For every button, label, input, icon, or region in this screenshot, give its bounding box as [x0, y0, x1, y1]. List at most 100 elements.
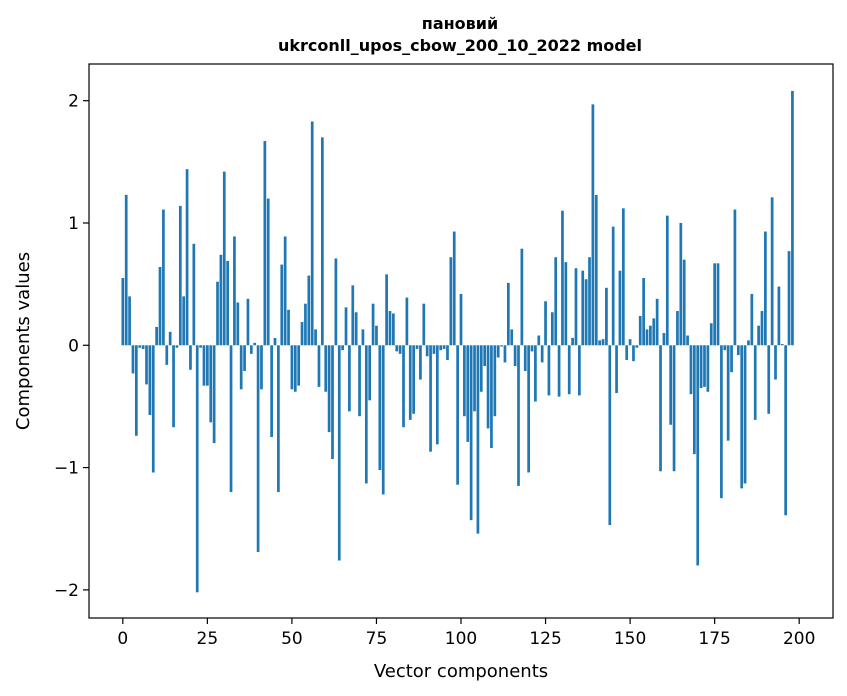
bar: [172, 345, 175, 428]
bar: [574, 268, 578, 346]
bar: [168, 331, 172, 346]
bar: [310, 121, 314, 346]
bar: [706, 345, 710, 392]
bar: [720, 345, 723, 499]
bar: [567, 345, 571, 395]
bar: [199, 345, 202, 348]
bar: [662, 333, 666, 346]
bar: [229, 345, 233, 493]
y-tick-label: −2: [54, 581, 79, 601]
bar: [128, 296, 131, 346]
bar: [178, 205, 182, 346]
bar: [540, 345, 544, 363]
bar: [523, 345, 527, 371]
bar: [408, 345, 412, 420]
bar: [348, 345, 351, 412]
bar: [300, 322, 304, 346]
bar: [770, 197, 774, 346]
bar: [777, 286, 781, 346]
bar: [392, 313, 395, 346]
bar: [459, 293, 463, 346]
bar: [699, 345, 703, 389]
bar: [256, 345, 260, 552]
bar: [419, 345, 422, 380]
bar: [496, 345, 500, 358]
bar: [435, 345, 439, 445]
bar: [263, 141, 267, 346]
bar: [334, 258, 338, 346]
bar: [787, 251, 791, 346]
bar: [293, 345, 297, 392]
x-tick-label: 200: [783, 629, 815, 649]
bar: [723, 345, 727, 351]
bar: [557, 345, 561, 397]
bar: [283, 236, 287, 346]
bar: [425, 345, 429, 357]
bar: [517, 345, 520, 486]
bar: [354, 312, 358, 346]
bar: [713, 263, 716, 346]
bar: [774, 345, 777, 380]
bar: [253, 342, 257, 346]
bar: [608, 345, 612, 526]
bar: [151, 345, 155, 473]
bar: [665, 215, 669, 346]
bar: [550, 312, 554, 346]
x-tick-label: 0: [117, 629, 128, 649]
bar: [483, 345, 487, 367]
bar: [432, 345, 436, 354]
bar: [236, 302, 240, 346]
x-tick-label: 150: [614, 629, 646, 649]
bar: [503, 345, 507, 363]
bar: [740, 345, 744, 489]
bar: [273, 337, 277, 346]
bar: [750, 293, 754, 346]
bar: [280, 264, 284, 346]
bar: [206, 345, 209, 386]
bar: [124, 194, 128, 346]
bar: [145, 345, 148, 385]
bar: [669, 345, 673, 425]
bar: [405, 297, 409, 346]
bar: [415, 345, 419, 349]
bar: [446, 345, 449, 360]
bar: [304, 303, 307, 346]
bar: [439, 345, 443, 351]
x-tick-label: 25: [197, 629, 219, 649]
bar: [337, 345, 341, 561]
bar: [564, 262, 568, 346]
bar: [473, 345, 476, 412]
x-axis-label: Vector components: [374, 661, 548, 682]
bar: [598, 340, 602, 346]
bar: [493, 345, 497, 417]
bar: [158, 267, 162, 346]
bar: [449, 257, 453, 346]
bar: [209, 345, 213, 423]
bar: [486, 345, 490, 429]
bar: [466, 345, 470, 442]
bar: [689, 345, 693, 395]
bar: [138, 345, 142, 348]
bar: [270, 345, 273, 437]
bar: [611, 226, 615, 346]
bar: [635, 345, 639, 348]
bar: [364, 345, 368, 484]
bar: [784, 345, 788, 516]
bar: [297, 345, 301, 386]
y-tick-label: 1: [68, 214, 79, 234]
bar: [442, 345, 446, 349]
bar: [341, 345, 344, 351]
x-axis-ticks: 0 25 50 75 100 125 150 175 200: [117, 618, 815, 649]
bar: [202, 345, 206, 386]
bar: [290, 345, 294, 390]
bar: [601, 339, 605, 346]
bar: [358, 345, 361, 417]
bar: [388, 311, 392, 346]
bar: [429, 345, 432, 452]
bar: [659, 345, 662, 472]
bar: [510, 329, 514, 346]
bar: [463, 345, 466, 417]
bar: [621, 208, 625, 346]
bar-series: [121, 90, 794, 593]
bar: [212, 345, 216, 444]
